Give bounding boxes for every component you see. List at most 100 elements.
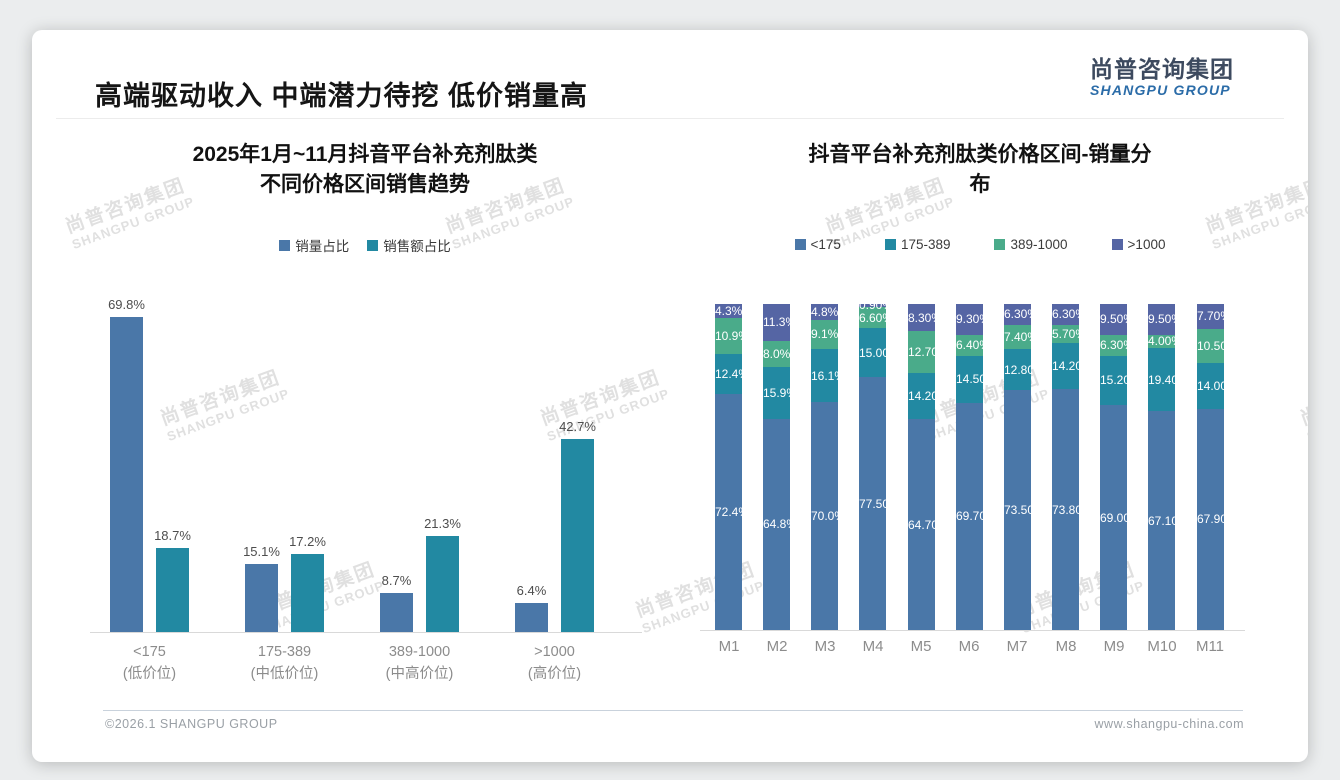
segment-value-label: 6.60% bbox=[859, 311, 886, 325]
stacked-bar: 70.0% 16.1% 9.1% 4.8% bbox=[811, 300, 838, 630]
segment-value-label: 4.00% bbox=[1148, 334, 1175, 348]
bar-segment-<175 bbox=[859, 377, 886, 630]
stacked-bar: 72.4% 12.4% 10.9% 4.3% bbox=[715, 300, 742, 630]
bar-销售额占比 bbox=[561, 439, 594, 632]
segment-value-label: 69.70% bbox=[956, 509, 983, 523]
bar-segment-389-1000 bbox=[763, 340, 790, 367]
watermark-en-text: SHANGPU GROUP bbox=[544, 385, 672, 444]
bar-segment-389-1000 bbox=[1148, 334, 1175, 348]
segment-value-label: 9.50% bbox=[1148, 312, 1175, 326]
segment-value-label: 70.0% bbox=[811, 509, 838, 523]
bar-segment-175-389 bbox=[859, 328, 886, 378]
bar-segment-175-389 bbox=[1004, 348, 1031, 391]
watermark-en-text: SHANGPU GROUP bbox=[164, 385, 292, 444]
segment-value-label: 15.20% bbox=[1100, 373, 1127, 387]
segment-value-label: 14.20% bbox=[1052, 359, 1079, 373]
right-chart-legend: <175 175-389 389-1000 >1000 bbox=[700, 237, 1260, 252]
watermark-cn-text: 尚普咨询集团 bbox=[1297, 367, 1308, 430]
bar-segment-389-1000 bbox=[715, 318, 742, 354]
bar-value-label: 6.4% bbox=[516, 583, 547, 598]
segment-value-label: 5.70% bbox=[1052, 327, 1079, 341]
segment-value-label: 77.50% bbox=[859, 497, 886, 511]
left-x-axis-line bbox=[90, 632, 642, 633]
slide: 尚普咨询集团 SHANGPU GROUP 尚普咨询集团 SHANGPU GROUP 尚普… bbox=[32, 30, 1308, 762]
stacked-bar: 64.70% 14.20% 12.70% 8.30% bbox=[908, 300, 935, 630]
bar-segment-389-1000 bbox=[1100, 334, 1127, 356]
logo-cn-text: 尚普咨询集团 bbox=[1090, 56, 1234, 82]
category-label-main: 175-389 bbox=[257, 644, 312, 660]
bar-segment-389-1000 bbox=[1004, 324, 1031, 349]
legend-label: <175 bbox=[810, 237, 841, 252]
bar-segment->1000 bbox=[811, 304, 838, 320]
bar-销售额占比 bbox=[291, 554, 324, 632]
right-chart-title: 抖音平台补充剂肽类价格区间-销量分 布 bbox=[808, 143, 1152, 197]
bar-segment-175-389 bbox=[715, 353, 742, 394]
footer-divider bbox=[103, 710, 1243, 711]
bar-segment->1000 bbox=[908, 304, 935, 332]
logo-en-text: SHANGPU GROUP bbox=[1090, 82, 1231, 99]
bar-segment-175-389 bbox=[956, 355, 983, 403]
watermark-cn-text: 尚普咨询集团 bbox=[157, 367, 284, 430]
segment-value-label: 19.40% bbox=[1148, 373, 1175, 387]
bar-销量占比 bbox=[110, 317, 143, 632]
category-label: <175 (低价位) bbox=[75, 642, 225, 686]
legend-swatch bbox=[994, 239, 1006, 250]
bar-segment-389-1000 bbox=[859, 306, 886, 329]
bar-segment-<175 bbox=[763, 418, 790, 630]
bar-value-label: 8.7% bbox=[381, 573, 412, 588]
legend-swatch bbox=[794, 239, 806, 250]
legend-label: 175-389 bbox=[900, 237, 951, 252]
bar-segment-175-389 bbox=[1197, 363, 1224, 409]
bar-segment->1000 bbox=[859, 304, 886, 307]
bar-segment-389-1000 bbox=[811, 319, 838, 350]
legend-swatch bbox=[884, 239, 896, 250]
month-axis-label: M10 bbox=[1147, 638, 1177, 655]
bar-segment-389-1000 bbox=[908, 331, 935, 373]
page-title: 高端驱动收入 中端潜力待挖 低价销量高 bbox=[95, 81, 589, 111]
bar-segment->1000 bbox=[1148, 304, 1175, 335]
category-label-sub: (中低价位) bbox=[250, 665, 319, 682]
category-label-main: 389-1000 bbox=[388, 644, 451, 660]
legend-item: 389-1000 bbox=[994, 237, 1068, 252]
stacked-bar: 73.50% 12.80% 7.40% 6.30% bbox=[1004, 300, 1031, 630]
bar-segment->1000 bbox=[1100, 304, 1127, 335]
segment-value-label: 4.3% bbox=[715, 304, 742, 318]
segment-value-label: 6.30% bbox=[1100, 338, 1127, 352]
bar-segment-<175 bbox=[1148, 411, 1175, 630]
stacked-bar: 67.90% 14.00% 10.50% 7.70% bbox=[1197, 300, 1224, 630]
category-label: 389-1000 (中高价位) bbox=[345, 642, 495, 686]
bar-segment-<175 bbox=[908, 419, 935, 630]
category-label-sub: (中高价位) bbox=[385, 665, 454, 682]
legend-item: <175 bbox=[794, 237, 841, 252]
month-axis-label: M2 bbox=[766, 638, 788, 655]
segment-value-label: 8.0% bbox=[763, 347, 790, 361]
segment-value-label: 12.4% bbox=[715, 367, 742, 381]
segment-value-label: 8.30% bbox=[908, 311, 935, 325]
legend-label: 销量占比 bbox=[295, 239, 350, 254]
segment-value-label: 12.70% bbox=[908, 345, 935, 359]
segment-value-label: 9.1% bbox=[811, 327, 838, 341]
segment-value-label: 72.4% bbox=[715, 505, 742, 519]
segment-value-label: 69.00% bbox=[1100, 511, 1127, 525]
legend-swatch bbox=[279, 239, 291, 251]
month-axis-label: M1 bbox=[718, 638, 740, 655]
bar-value-label: 17.2% bbox=[289, 534, 326, 549]
right-x-axis-line bbox=[700, 630, 1245, 631]
bar-segment->1000 bbox=[1004, 304, 1031, 325]
bar-value-label: 18.7% bbox=[154, 528, 191, 543]
legend-label: >1000 bbox=[1127, 237, 1166, 252]
segment-value-label: 7.70% bbox=[1197, 309, 1224, 323]
segment-value-label: 10.50% bbox=[1197, 339, 1224, 353]
month-axis-label: M6 bbox=[958, 638, 980, 655]
segment-value-label: 16.1% bbox=[811, 369, 838, 383]
segment-value-label: 9.50% bbox=[1100, 312, 1127, 326]
bar-segment->1000 bbox=[1052, 304, 1079, 325]
bar-销量占比 bbox=[515, 603, 548, 632]
bar-segment-<175 bbox=[1197, 408, 1224, 630]
stacked-bar: 77.50% 15.00% 6.60%0.90% bbox=[859, 300, 886, 630]
bar-segment-175-389 bbox=[811, 349, 838, 402]
segment-value-label: 14.20% bbox=[908, 389, 935, 403]
